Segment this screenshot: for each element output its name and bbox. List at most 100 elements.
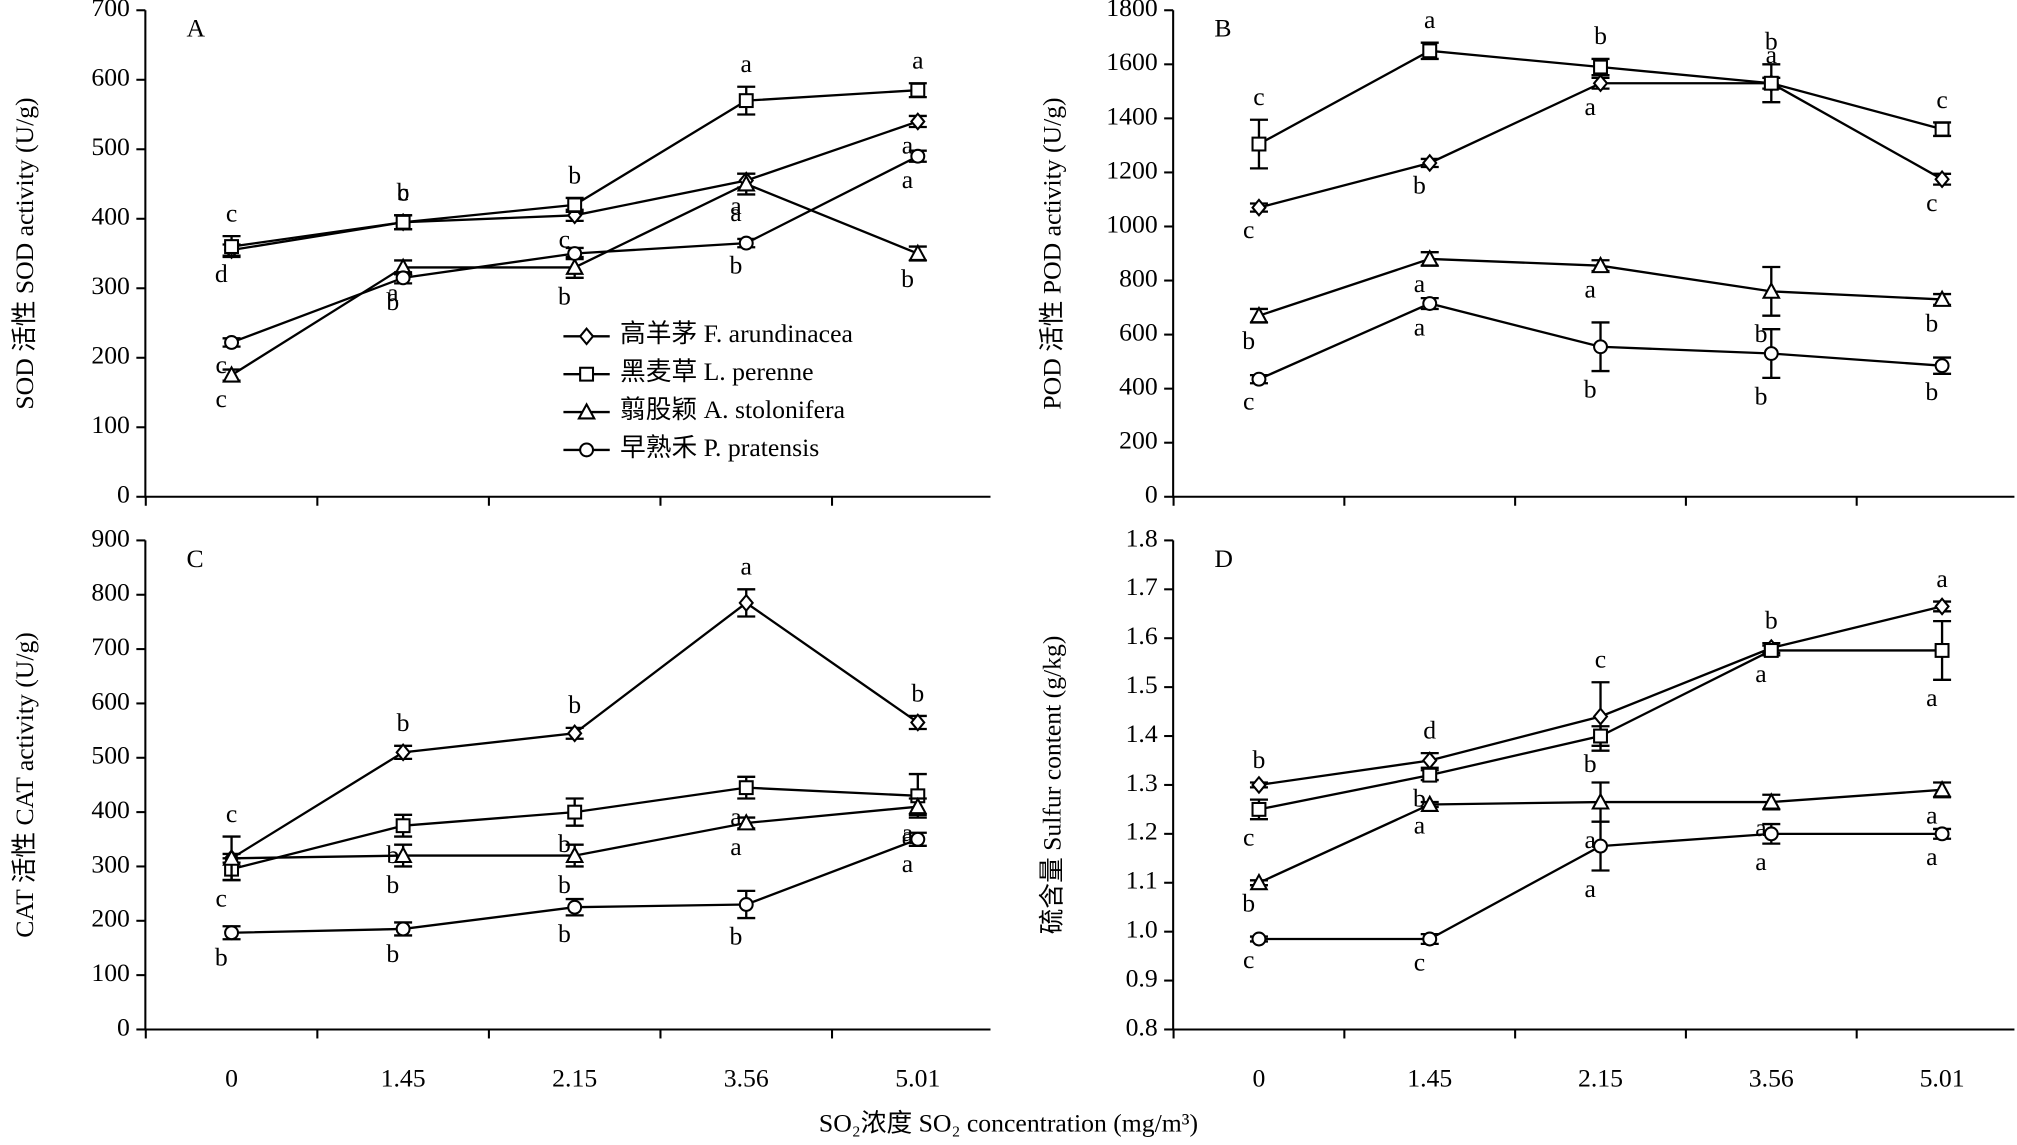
marker: [1592, 707, 1609, 726]
marker: [1592, 73, 1609, 93]
y-tick-label: 100: [91, 410, 130, 439]
significance-label: c: [1243, 387, 1254, 416]
marker: [1934, 358, 1950, 374]
marker: [910, 831, 926, 847]
y-tick-label: 600: [1119, 318, 1158, 347]
significance-label: d: [215, 259, 228, 288]
significance-label: b: [901, 264, 914, 293]
y-tick-label: 1000: [1106, 209, 1157, 238]
y-tick-label: 300: [91, 849, 130, 878]
significance-label: b: [386, 939, 399, 968]
y-tick-label: 1.0: [1126, 915, 1158, 944]
marker: [1249, 872, 1269, 891]
significance-label: b: [558, 870, 571, 899]
y-tick-label: 1.1: [1126, 866, 1158, 895]
significance-label: c: [1595, 645, 1606, 674]
significance-label: b: [1755, 381, 1768, 410]
x-tick-label: 3.56: [1749, 1064, 1794, 1093]
y-tick-label: 0: [117, 480, 130, 509]
marker: [1593, 59, 1608, 75]
marker: [395, 921, 411, 937]
marker: [908, 796, 928, 815]
marker: [567, 246, 583, 261]
marker: [395, 743, 411, 762]
axis: [1172, 540, 2015, 1031]
marker: [736, 813, 756, 831]
significance-label: a: [1585, 874, 1597, 903]
y-tick-label: 700: [91, 632, 130, 661]
x-tick-label: 5.01: [895, 1064, 940, 1093]
legend-label: 黑麦草 L. perenne: [620, 357, 814, 386]
marker: [567, 804, 583, 820]
significance-label: c: [397, 178, 408, 207]
y-axis-label: POD 活性 POD activity (U/g): [1038, 97, 1067, 409]
marker: [738, 780, 754, 796]
significance-label: b: [1925, 308, 1938, 337]
marker: [224, 239, 240, 255]
marker: [1763, 826, 1779, 842]
significance-label: c: [216, 350, 227, 379]
panel-label: C: [187, 544, 204, 573]
significance-label: b: [911, 678, 924, 707]
y-tick-label: 500: [91, 132, 130, 161]
marker: [1422, 296, 1438, 311]
legend-label: 早熟禾 P. pratensis: [620, 433, 819, 462]
significance-label: a: [1926, 683, 1938, 712]
marker: [1763, 346, 1779, 361]
marker: [1251, 931, 1267, 947]
significance-label: b: [1242, 326, 1255, 355]
y-tick-label: 700: [91, 0, 130, 22]
significance-label: b: [386, 287, 399, 316]
marker: [1249, 305, 1269, 324]
panel-label: B: [1214, 14, 1231, 43]
marker: [393, 845, 413, 864]
y-tick-label: 1400: [1106, 101, 1157, 130]
marker: [910, 148, 926, 164]
x-tick-label: 2.15: [552, 1064, 597, 1093]
marker: [1593, 838, 1608, 854]
marker: [579, 366, 595, 382]
y-tick-label: 600: [91, 63, 130, 92]
marker: [1934, 643, 1950, 658]
marker: [908, 243, 928, 261]
significance-label: a: [1936, 564, 1948, 593]
significance-label: c: [559, 224, 570, 253]
marker: [1251, 801, 1267, 817]
x-tick-label: 5.01: [1920, 1064, 1965, 1093]
significance-label: c: [1936, 85, 1947, 114]
y-tick-label: 900: [91, 523, 130, 552]
significance-label: b: [1755, 319, 1768, 348]
marker: [222, 365, 242, 383]
y-tick-label: 1.6: [1126, 621, 1158, 650]
marker: [1420, 249, 1440, 267]
significance-label: c: [1243, 215, 1254, 244]
significance-label: c: [1926, 188, 1937, 217]
significance-label: a: [1414, 312, 1426, 341]
y-tick-label: 800: [91, 578, 130, 607]
significance-label: a: [902, 165, 914, 194]
significance-label: a: [730, 198, 742, 227]
marker: [910, 713, 926, 732]
significance-label: b: [1584, 375, 1597, 404]
marker: [1591, 792, 1610, 810]
y-axis-label: 硫含量 Sulfur content (g/kg): [1038, 636, 1067, 935]
y-tick-label: 0.9: [1126, 963, 1158, 992]
marker: [224, 335, 240, 350]
significance-label: b: [1413, 783, 1426, 812]
significance-label: b: [1594, 21, 1607, 50]
y-tick-label: 600: [91, 686, 130, 715]
marker: [565, 845, 585, 864]
y-tick-label: 0: [1145, 480, 1158, 509]
marker: [395, 818, 411, 834]
significance-label: a: [1926, 801, 1938, 830]
marker: [395, 270, 411, 286]
marker: [578, 327, 595, 346]
marker: [224, 925, 240, 941]
marker: [1422, 767, 1438, 783]
marker: [1761, 281, 1781, 299]
significance-label: b: [397, 178, 410, 207]
marker: [1934, 826, 1950, 842]
marker: [1422, 43, 1438, 59]
marker: [738, 897, 754, 912]
